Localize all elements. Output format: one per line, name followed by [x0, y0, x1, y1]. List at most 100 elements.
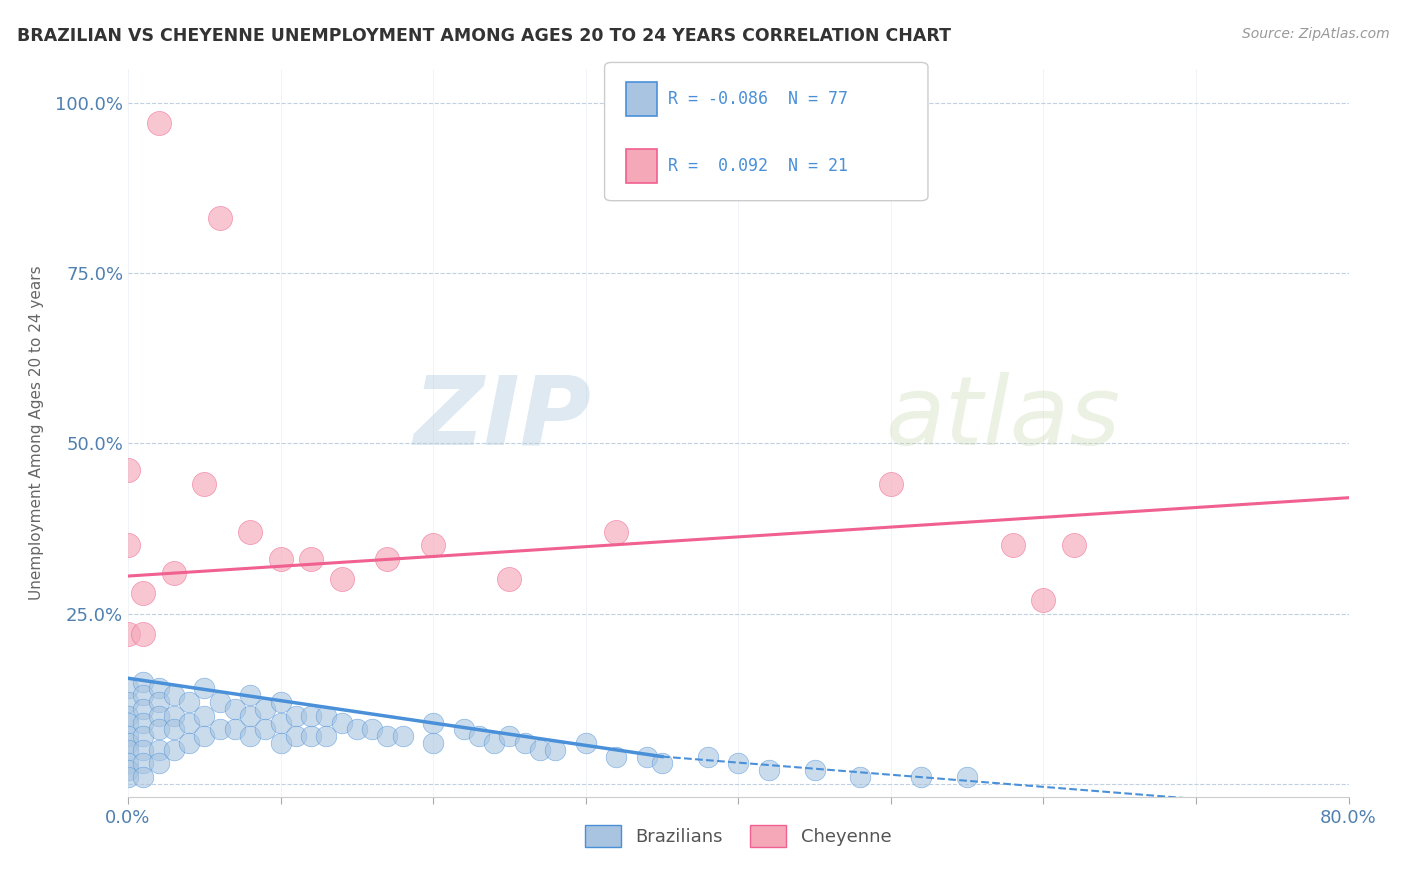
Point [224, 702, 246, 716]
Text: R =  0.092  N = 21: R = 0.092 N = 21 [668, 157, 848, 175]
Point [270, 736, 292, 750]
Point [361, 723, 384, 737]
Point [132, 702, 155, 716]
Point [803, 763, 825, 777]
Point [117, 695, 139, 709]
Point [117, 763, 139, 777]
Point [132, 627, 155, 641]
Point [117, 756, 139, 771]
Point [132, 586, 155, 600]
Point [910, 770, 932, 784]
Point [529, 743, 551, 757]
Point [148, 708, 170, 723]
Point [117, 463, 139, 477]
Point [422, 715, 444, 730]
Point [346, 723, 368, 737]
Text: ZIP: ZIP [413, 372, 592, 465]
Point [132, 674, 155, 689]
Point [148, 756, 170, 771]
Point [117, 627, 139, 641]
Point [148, 723, 170, 737]
Point [284, 729, 307, 743]
Point [132, 688, 155, 702]
Point [1063, 538, 1085, 552]
Point [605, 749, 627, 764]
Point [148, 116, 170, 130]
Point [330, 573, 353, 587]
Point [132, 715, 155, 730]
Point [468, 729, 491, 743]
Point [299, 729, 322, 743]
Point [163, 743, 186, 757]
Point [605, 524, 627, 539]
Point [117, 681, 139, 696]
Point [117, 736, 139, 750]
Point [482, 736, 505, 750]
Point [239, 729, 262, 743]
Point [422, 538, 444, 552]
Point [453, 723, 475, 737]
Point [163, 688, 186, 702]
Point [163, 566, 186, 580]
Point [208, 211, 231, 226]
Text: BRAZILIAN VS CHEYENNE UNEMPLOYMENT AMONG AGES 20 TO 24 YEARS CORRELATION CHART: BRAZILIAN VS CHEYENNE UNEMPLOYMENT AMONG… [17, 27, 950, 45]
Point [727, 756, 749, 771]
Point [117, 729, 139, 743]
Point [193, 708, 215, 723]
Point [177, 715, 200, 730]
Point [377, 552, 399, 566]
Point [254, 702, 277, 716]
Point [758, 763, 780, 777]
Point [377, 729, 399, 743]
Point [696, 749, 718, 764]
Point [208, 695, 231, 709]
Point [208, 723, 231, 737]
Point [956, 770, 979, 784]
Point [132, 756, 155, 771]
Point [254, 723, 277, 737]
Point [117, 743, 139, 757]
Point [193, 477, 215, 491]
Point [880, 477, 903, 491]
Point [651, 756, 673, 771]
Point [117, 770, 139, 784]
Point [117, 708, 139, 723]
Point [163, 723, 186, 737]
Point [422, 736, 444, 750]
Point [330, 715, 353, 730]
Point [498, 729, 520, 743]
Point [284, 708, 307, 723]
Point [575, 736, 598, 750]
Point [498, 573, 520, 587]
Point [148, 681, 170, 696]
Point [239, 708, 262, 723]
Point [299, 708, 322, 723]
Text: Source: ZipAtlas.com: Source: ZipAtlas.com [1241, 27, 1389, 41]
Point [513, 736, 536, 750]
Point [239, 524, 262, 539]
Point [148, 695, 170, 709]
Point [148, 743, 170, 757]
Point [270, 695, 292, 709]
Point [391, 729, 413, 743]
Text: R = -0.086  N = 77: R = -0.086 N = 77 [668, 90, 848, 108]
Y-axis label: Unemployment Among Ages 20 to 24 years: Unemployment Among Ages 20 to 24 years [30, 266, 44, 600]
Point [299, 552, 322, 566]
Point [849, 770, 872, 784]
Point [117, 538, 139, 552]
Point [1032, 593, 1054, 607]
Point [117, 715, 139, 730]
Legend: Brazilians, Cheyenne: Brazilians, Cheyenne [578, 818, 898, 854]
Point [193, 681, 215, 696]
Point [315, 708, 337, 723]
Point [270, 715, 292, 730]
Point [132, 743, 155, 757]
Point [132, 729, 155, 743]
Point [224, 723, 246, 737]
Point [315, 729, 337, 743]
Point [239, 688, 262, 702]
Point [544, 743, 567, 757]
Point [193, 729, 215, 743]
Point [163, 708, 186, 723]
Point [1001, 538, 1024, 552]
